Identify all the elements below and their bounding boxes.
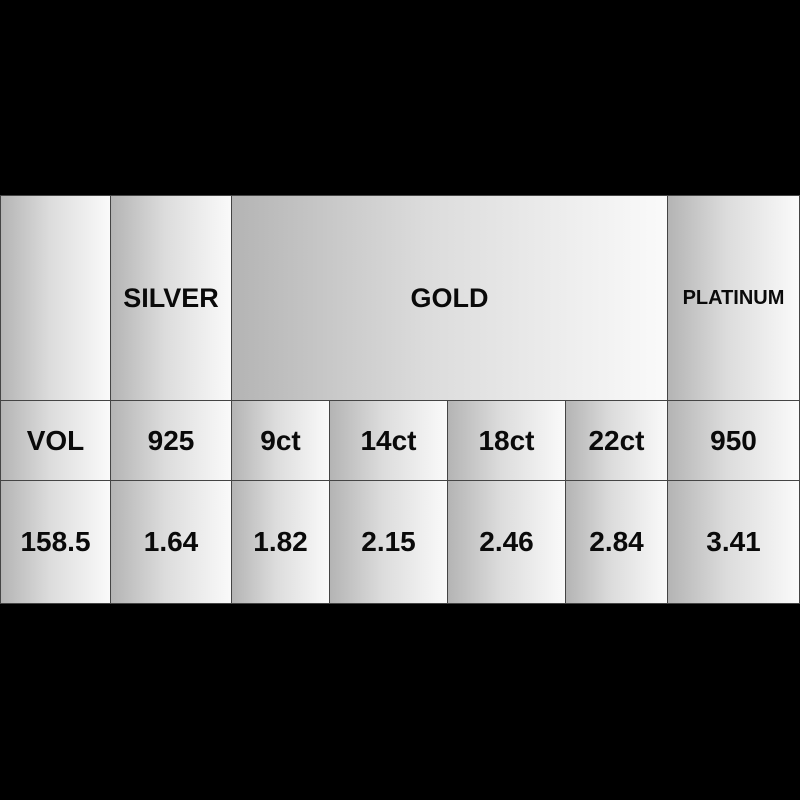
grade-cell: 925 — [110, 400, 232, 481]
header-platinum: PLATINUM — [667, 195, 800, 401]
grade-cell: 950 — [667, 400, 800, 481]
grade-cell: 18ct — [447, 400, 566, 481]
grade-cell: 9ct — [231, 400, 330, 481]
header-gold: GOLD — [231, 195, 668, 401]
value-cell: 158.5 — [0, 480, 111, 604]
grade-cell: 14ct — [329, 400, 448, 481]
value-cell: 2.46 — [447, 480, 566, 604]
header-silver: SILVER — [110, 195, 232, 401]
grade-cell: VOL — [0, 400, 111, 481]
value-cell: 2.15 — [329, 480, 448, 604]
header-blank-cell — [0, 195, 111, 401]
value-cell: 3.41 — [667, 480, 800, 604]
value-cell: 2.84 — [565, 480, 668, 604]
grade-cell: 22ct — [565, 400, 668, 481]
value-cell: 1.64 — [110, 480, 232, 604]
value-cell: 1.82 — [231, 480, 330, 604]
